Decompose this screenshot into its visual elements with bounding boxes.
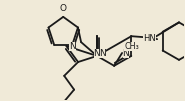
Text: N: N xyxy=(99,49,106,58)
Text: N: N xyxy=(69,42,76,51)
Text: O: O xyxy=(60,4,67,13)
Text: N: N xyxy=(94,49,100,58)
Text: HN: HN xyxy=(143,34,156,43)
Text: N: N xyxy=(123,49,129,58)
Text: CH₃: CH₃ xyxy=(124,42,139,51)
